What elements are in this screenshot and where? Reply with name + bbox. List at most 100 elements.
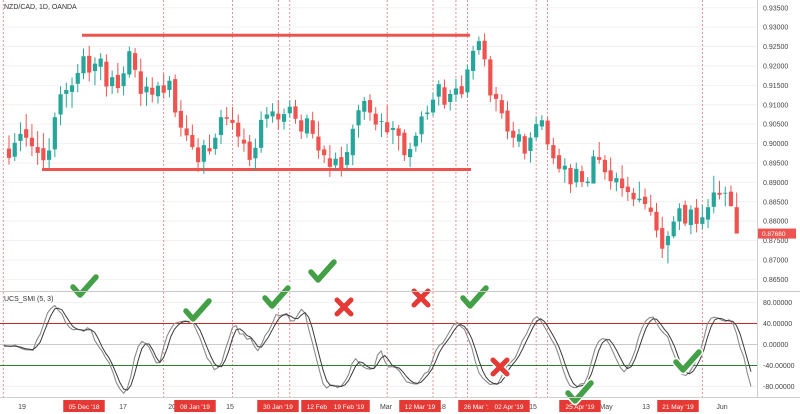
candle-body (201, 145, 206, 162)
date-marker-label: 02 Apr '19 (494, 404, 523, 411)
candle-body (379, 121, 384, 122)
candle-body (253, 147, 258, 159)
candle-body (539, 120, 544, 127)
candle-body (190, 135, 195, 148)
check-stroke (183, 298, 212, 322)
candle-body (413, 135, 418, 147)
candle (6, 135, 12, 165)
candle-body (87, 55, 92, 73)
candle-body (304, 118, 310, 134)
candle (144, 77, 149, 106)
signal-line (4, 307, 752, 391)
candle-body (322, 149, 327, 156)
candle (316, 121, 321, 159)
candle (516, 128, 522, 148)
candle-body (12, 142, 17, 157)
candle-body (493, 93, 499, 99)
oscillator-title: UCS_SMI (5, 3) (4, 296, 53, 303)
candle (184, 115, 189, 141)
time-tick-label: Jun (716, 404, 727, 411)
date-marker-label: 19 Feb '19 (334, 404, 365, 411)
candle (167, 76, 172, 98)
candle-body (47, 150, 52, 160)
price-tick-label: 0.87000 (763, 257, 788, 264)
candle-body (299, 120, 304, 132)
candle (41, 133, 46, 169)
candle (625, 176, 630, 201)
candle-body (35, 147, 40, 153)
check-mark-icon (260, 283, 293, 311)
candle (64, 82, 69, 108)
candle (688, 205, 693, 235)
candle (396, 124, 401, 151)
candle (104, 54, 109, 97)
candle (534, 116, 539, 141)
check-mark-icon (68, 272, 101, 300)
candle-body (511, 130, 516, 138)
date-marker-badge (328, 400, 370, 412)
candle (287, 100, 292, 118)
candle (671, 216, 676, 239)
candle (430, 92, 436, 117)
candle-body (505, 110, 510, 132)
candle (585, 177, 590, 187)
date-marker-badge (63, 400, 105, 412)
date-marker-badge (257, 400, 299, 412)
candle (207, 134, 212, 155)
date-marker-badge (488, 400, 530, 412)
candle (385, 105, 390, 136)
candle (654, 202, 659, 238)
candle (522, 133, 527, 160)
candle (75, 64, 80, 93)
candle (18, 122, 23, 152)
candle-body (728, 191, 734, 207)
check-stroke (673, 349, 702, 373)
price-tick-label: 0.93000 (763, 25, 788, 32)
oscillator-tick-label: -40.00000 (763, 363, 795, 370)
date-marker-label: 30 Jan '19 (263, 404, 293, 411)
candle (425, 105, 430, 120)
date-marker-badge (657, 400, 699, 412)
candle (127, 46, 132, 78)
candle (465, 64, 470, 98)
cross-stroke (490, 357, 510, 377)
cross-mark-icon (489, 356, 511, 378)
candle (705, 199, 711, 229)
smi-line (3, 305, 752, 394)
candle-body (344, 152, 350, 165)
candle (642, 188, 648, 210)
main-chart-title: NZD/CAD, 1D, OANDA (4, 4, 77, 11)
candle (448, 89, 453, 111)
candle (408, 142, 413, 168)
candle (499, 94, 504, 119)
candle (236, 114, 241, 148)
candle (259, 111, 264, 153)
candle-body (516, 134, 522, 142)
candle (115, 62, 120, 94)
candle-body (442, 87, 447, 105)
candle-body (465, 69, 470, 93)
time-tick-label: 13 (642, 404, 650, 411)
candle (12, 133, 17, 162)
candle-body (556, 155, 562, 169)
candle-body (310, 120, 315, 134)
candle-body (367, 100, 373, 113)
candle (92, 57, 98, 86)
candle (356, 104, 361, 138)
candle (413, 132, 418, 152)
candle (322, 145, 327, 163)
date-marker-label: 05 Dec '18 (69, 404, 100, 411)
candle-body (276, 113, 281, 120)
candle-body (476, 41, 481, 51)
candle-body (247, 141, 252, 160)
price-tick-label: 0.91500 (763, 83, 788, 90)
candle-body (150, 87, 155, 95)
date-marker-label: 12 Feb '19 (307, 404, 338, 411)
candle (562, 158, 567, 183)
candle (299, 114, 304, 139)
candle-body (614, 178, 619, 183)
candle (488, 55, 493, 103)
candle-body (631, 192, 636, 200)
price-tick-label: 0.87500 (763, 238, 788, 245)
